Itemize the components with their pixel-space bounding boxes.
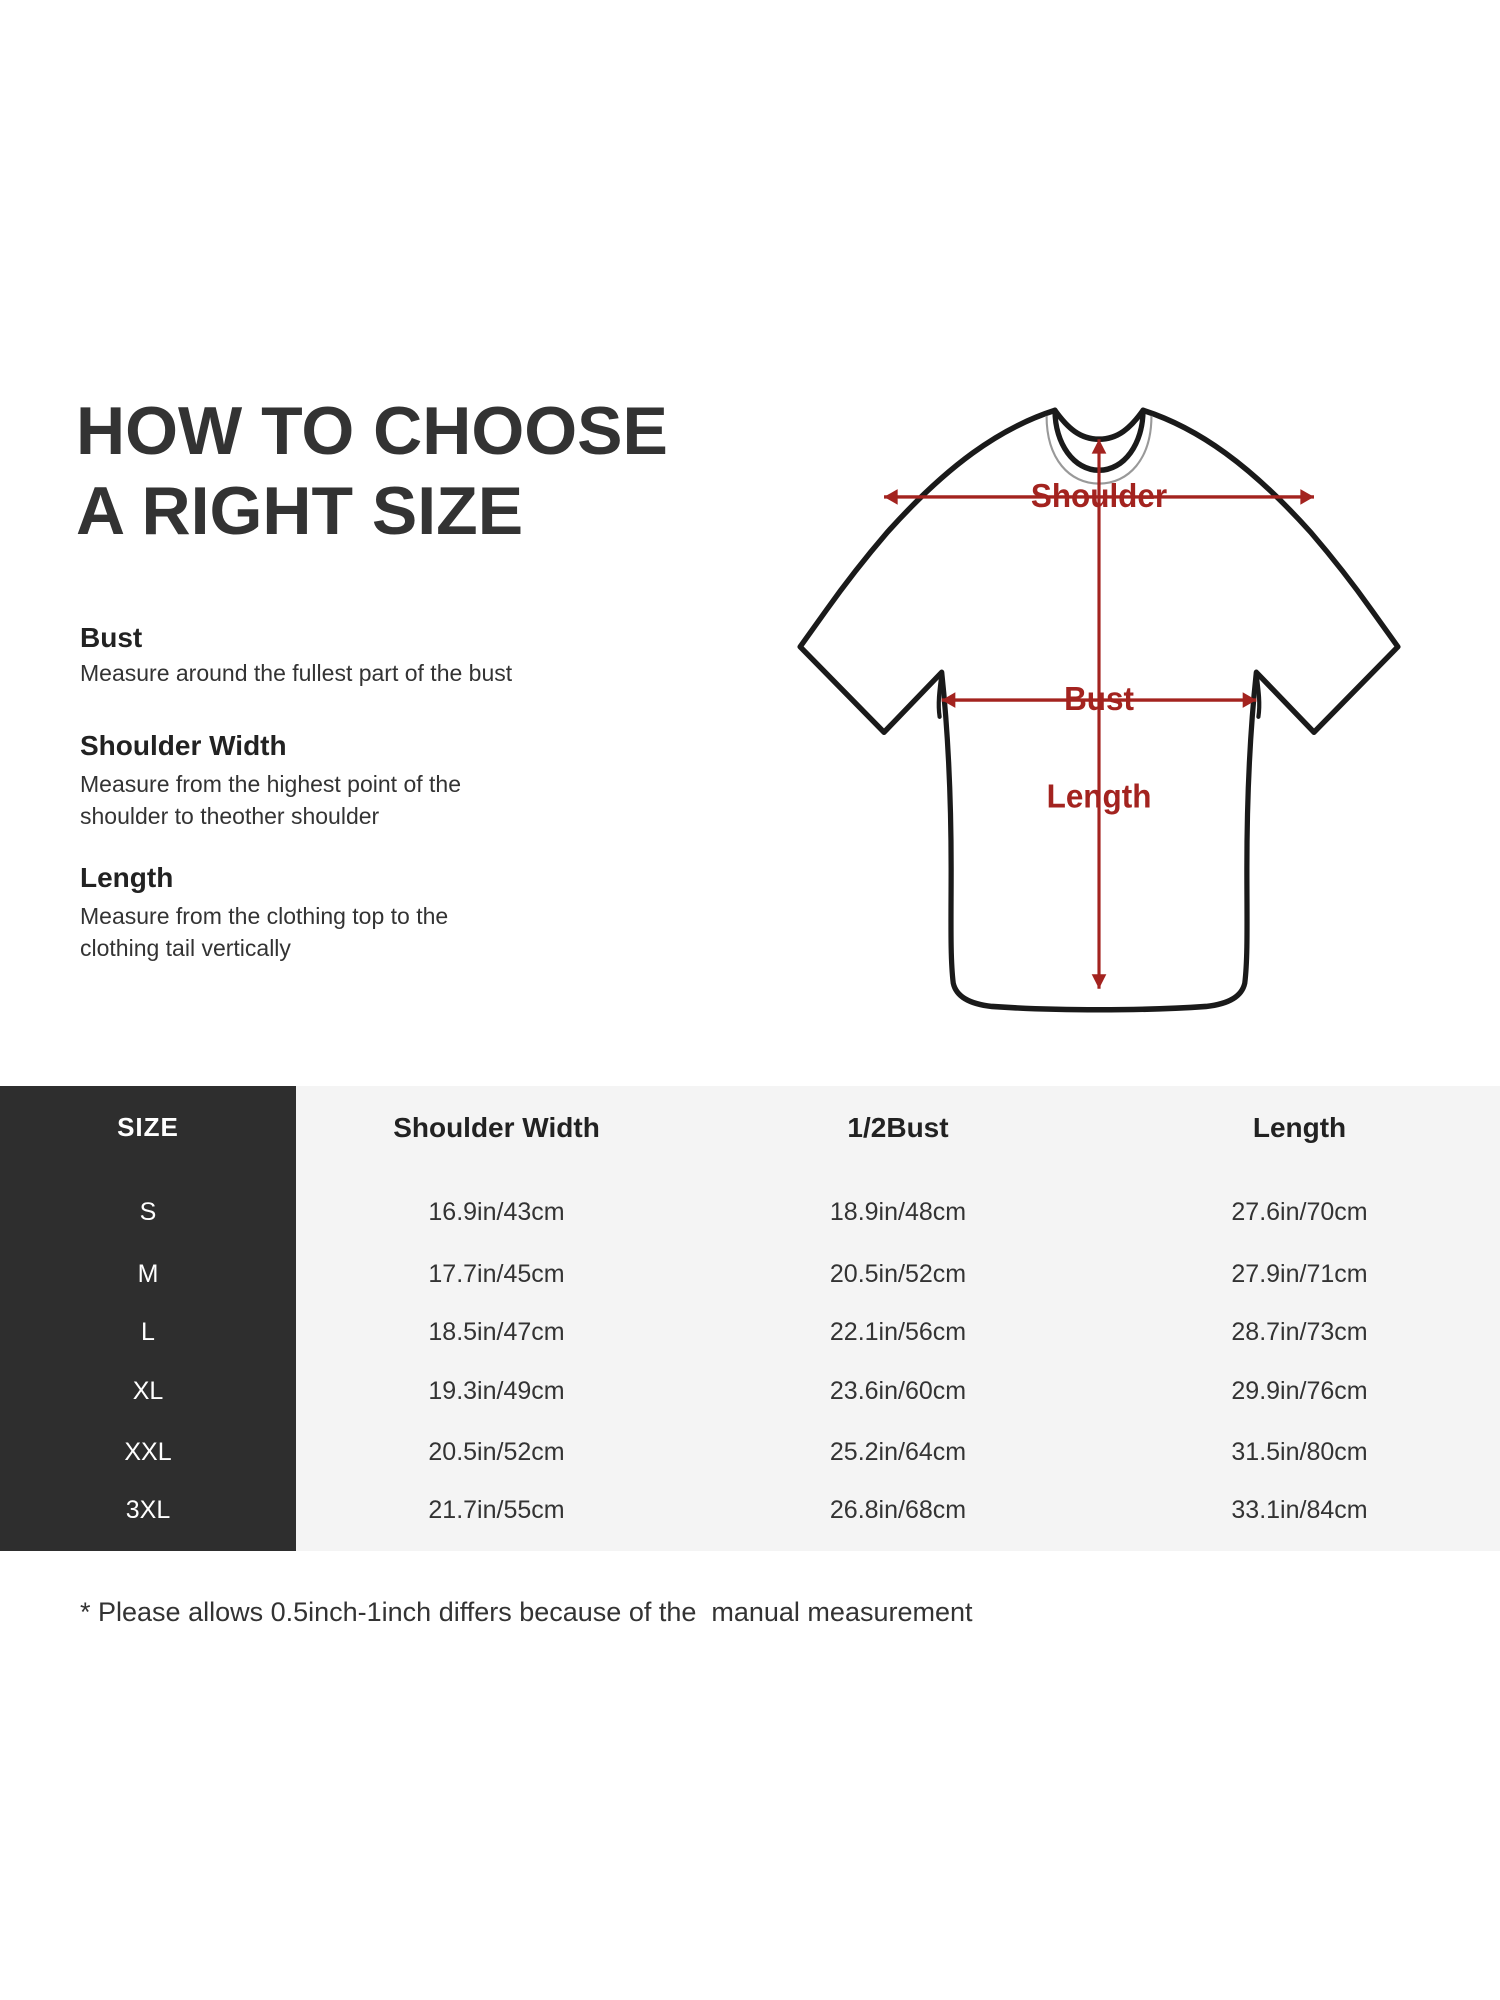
svg-text:Bust: Bust [1064,680,1134,717]
svg-text:Shoulder: Shoulder [1031,477,1168,514]
svg-text:Length: Length [1047,778,1152,815]
